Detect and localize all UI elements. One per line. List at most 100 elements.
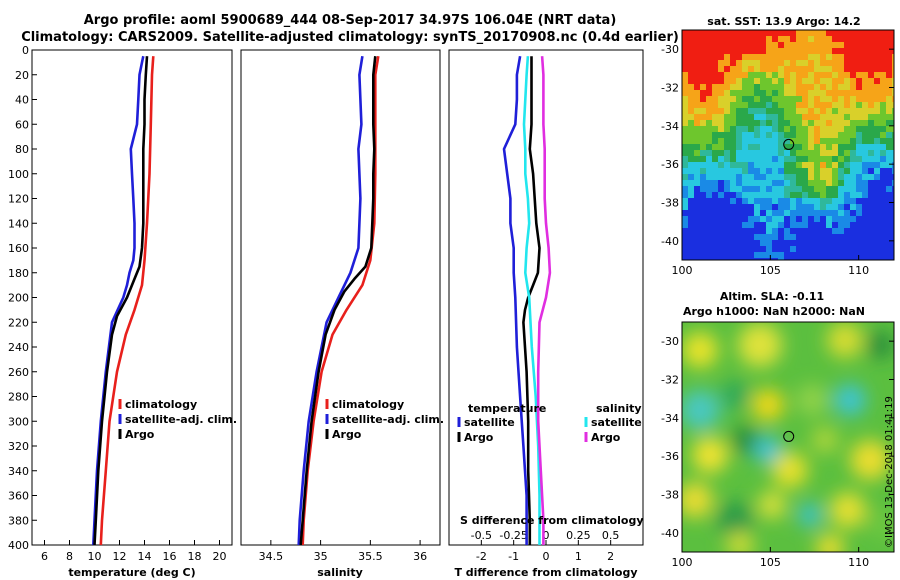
- sst-cell: [820, 78, 826, 84]
- sla-blob: [682, 482, 713, 518]
- sst-cell: [790, 174, 796, 180]
- sst-cell: [682, 48, 688, 54]
- sst-cell: [772, 144, 778, 150]
- sst-cell: [712, 30, 718, 36]
- sst-cell: [772, 138, 778, 144]
- sst-cell: [868, 252, 874, 258]
- sst-cell: [706, 180, 712, 186]
- map-y-tick-label: -40: [661, 235, 679, 248]
- sst-cell: [688, 156, 694, 162]
- sst-cell: [706, 114, 712, 120]
- sst-cell: [838, 30, 844, 36]
- sst-cell: [838, 48, 844, 54]
- sst-cell: [802, 228, 808, 234]
- sst-cell: [772, 84, 778, 90]
- s-tick-label: -0.5: [471, 529, 492, 542]
- sst-cell: [754, 210, 760, 216]
- sst-cell: [808, 246, 814, 252]
- sst-cell: [826, 120, 832, 126]
- x-tick-label: -1: [508, 550, 519, 563]
- sst-cell: [754, 228, 760, 234]
- sst-cell: [874, 66, 880, 72]
- sst-cell: [754, 90, 760, 96]
- sst-cell: [766, 36, 772, 42]
- sst-cell: [688, 132, 694, 138]
- sst-cell: [886, 234, 892, 240]
- sst-cell: [880, 156, 886, 162]
- sst-cell: [862, 48, 868, 54]
- sst-cell: [784, 168, 790, 174]
- sst-cell: [718, 78, 724, 84]
- sst-cell: [682, 252, 688, 258]
- sst-cell: [682, 132, 688, 138]
- sst-cell: [772, 108, 778, 114]
- sst-cell: [808, 42, 814, 48]
- sst-cell: [796, 240, 802, 246]
- sst-cell: [844, 216, 850, 222]
- difference-series: [502, 55, 552, 545]
- sst-cell: [700, 168, 706, 174]
- sst-cell: [688, 36, 694, 42]
- sst-cell: [868, 114, 874, 120]
- sst-cell: [784, 132, 790, 138]
- sst-cell: [718, 114, 724, 120]
- sst-cell: [874, 120, 880, 126]
- sst-cell: [706, 252, 712, 258]
- sst-cell: [868, 60, 874, 66]
- sst-cell: [880, 42, 886, 48]
- sst-cell: [832, 210, 838, 216]
- sst-cell: [730, 108, 736, 114]
- sst-cell: [742, 222, 748, 228]
- sst-cell: [682, 90, 688, 96]
- sst-cell: [850, 54, 856, 60]
- sst-cell: [700, 240, 706, 246]
- sst-cell: [706, 60, 712, 66]
- sst-cell: [754, 240, 760, 246]
- sst-cell: [862, 156, 868, 162]
- sst-cell: [796, 198, 802, 204]
- legend-label: satellite-adj. clim.: [125, 413, 237, 426]
- sst-cell: [796, 204, 802, 210]
- sst-cell: [796, 132, 802, 138]
- sst-cell: [760, 240, 766, 246]
- sst-cell: [688, 114, 694, 120]
- sst-cell: [814, 126, 820, 132]
- x-tick-label: 35: [314, 550, 328, 563]
- sst-cell: [778, 216, 784, 222]
- sst-cell: [730, 78, 736, 84]
- sst-cell: [754, 114, 760, 120]
- sst-cell: [766, 54, 772, 60]
- sst-cell: [730, 186, 736, 192]
- sst-cell: [766, 198, 772, 204]
- sst-cell: [880, 234, 886, 240]
- sst-cell: [862, 138, 868, 144]
- sst-cell: [748, 54, 754, 60]
- sst-cell: [724, 114, 730, 120]
- sst-cell: [844, 138, 850, 144]
- sst-cell: [682, 102, 688, 108]
- sst-cell: [694, 96, 700, 102]
- sst-cell: [694, 234, 700, 240]
- sst-cell: [850, 30, 856, 36]
- sst-cell: [856, 168, 862, 174]
- sst-cell: [712, 150, 718, 156]
- sst-cell: [892, 198, 894, 204]
- sst-cell: [850, 240, 856, 246]
- sst-cell: [844, 36, 850, 42]
- sst-cell: [820, 216, 826, 222]
- sst-cell: [760, 78, 766, 84]
- sst-cell: [790, 48, 796, 54]
- sst-cell: [886, 258, 892, 260]
- sst-cell: [718, 120, 724, 126]
- map-y-tick-label: -32: [661, 82, 679, 95]
- sst-cell: [850, 138, 856, 144]
- series-line-climatology: [99, 56, 155, 546]
- sst-cell: [748, 132, 754, 138]
- sst-cell: [724, 216, 730, 222]
- sst-cell: [856, 84, 862, 90]
- diff-line-argo_salinity: [536, 56, 552, 545]
- sst-cell: [850, 210, 856, 216]
- sst-cell: [682, 54, 688, 60]
- sst-cell: [766, 126, 772, 132]
- sst-cell: [874, 186, 880, 192]
